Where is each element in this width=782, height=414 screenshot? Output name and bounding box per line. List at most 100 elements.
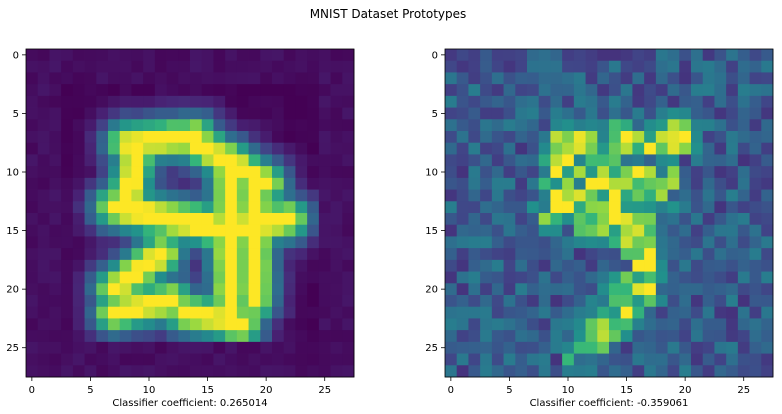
heatmap-cell-right: [480, 107, 493, 120]
heatmap-cell-right: [714, 142, 727, 155]
heatmap-cell-left: [190, 131, 203, 144]
heatmap-cell-right: [562, 236, 575, 249]
heatmap-cell-left: [330, 119, 343, 132]
heatmap-cell-left: [283, 84, 296, 97]
heatmap-cell-right: [468, 224, 481, 237]
heatmap-cell-left: [84, 248, 97, 261]
heatmap-cell-left: [272, 236, 285, 249]
heatmap-cell-left: [330, 271, 343, 284]
heatmap-cell-right: [468, 271, 481, 284]
heatmap-cell-left: [236, 353, 249, 366]
heatmap-cell-left: [225, 259, 238, 272]
heatmap-cell-right: [445, 49, 458, 62]
heatmap-cell-right: [538, 365, 551, 378]
heatmap-cell-left: [307, 341, 320, 354]
heatmap-cell-right: [644, 95, 657, 108]
heatmap-cell-left: [96, 95, 109, 108]
heatmap-cell-right: [585, 306, 598, 319]
heatmap-cell-left: [72, 353, 85, 366]
heatmap-cell-right: [538, 353, 551, 366]
heatmap-cell-right: [515, 295, 528, 308]
heatmap-cell-right: [480, 353, 493, 366]
heatmap-cell-left: [119, 201, 132, 214]
heatmap-cell-left: [307, 72, 320, 85]
heatmap-cell-left: [96, 60, 109, 73]
heatmap-cell-right: [644, 283, 657, 296]
heatmap-cell-right: [562, 330, 575, 343]
heatmap-cell-right: [527, 95, 540, 108]
heatmap-cell-right: [491, 142, 504, 155]
heatmap-cell-right: [538, 189, 551, 202]
heatmap-cell-right: [632, 201, 645, 214]
heatmap-cell-right: [737, 365, 750, 378]
heatmap-cell-right: [515, 107, 528, 120]
heatmap-cell-left: [108, 259, 121, 272]
heatmap-cell-right: [503, 236, 516, 249]
heatmap-cell-right: [749, 60, 762, 73]
heatmap-cell-left: [143, 60, 156, 73]
heatmap-cell-right: [515, 154, 528, 167]
heatmap-cell-left: [236, 177, 249, 190]
heatmap-cell-left: [61, 295, 74, 308]
heatmap-cell-right: [679, 72, 692, 85]
heatmap-cell-left: [272, 201, 285, 214]
heatmap-cell-left: [143, 142, 156, 155]
heatmap-cell-left: [307, 154, 320, 167]
heatmap-cell-left: [166, 271, 179, 284]
heatmap-cell-right: [667, 259, 680, 272]
heatmap-cell-left: [318, 154, 331, 167]
heatmap-cell-right: [609, 224, 622, 237]
heatmap-cell-right: [527, 142, 540, 155]
heatmap-cell-left: [225, 119, 238, 132]
heatmap-cell-left: [49, 201, 62, 214]
heatmap-cell-right: [702, 330, 715, 343]
heatmap-cell-left: [330, 283, 343, 296]
heatmap-cell-left: [213, 236, 226, 249]
heatmap-cell-left: [342, 142, 355, 155]
x-axis-ticks-right: 0 5 10 15 20 25: [448, 377, 750, 396]
heatmap-cell-right: [620, 177, 633, 190]
heatmap-cell-right: [468, 119, 481, 132]
heatmap-cell-right: [679, 84, 692, 97]
heatmap-cell-right: [527, 189, 540, 202]
heatmap-cell-left: [342, 271, 355, 284]
heatmap-cell-left: [342, 84, 355, 97]
heatmap-cell-left: [260, 142, 273, 155]
x-tick-label-left: 10: [143, 385, 156, 396]
heatmap-cell-right: [726, 318, 739, 331]
heatmap-cell-left: [119, 353, 132, 366]
heatmap-cell-right: [550, 213, 563, 226]
heatmap-cell-right: [761, 60, 774, 73]
heatmap-cell-left: [166, 201, 179, 214]
heatmap-cell-right: [679, 131, 692, 144]
heatmap-cell-right: [491, 271, 504, 284]
heatmap-cell-left: [37, 318, 50, 331]
heatmap-cell-left: [318, 84, 331, 97]
heatmap-cell-right: [597, 283, 610, 296]
heatmap-cell-right: [632, 166, 645, 179]
heatmap-cell-right: [456, 189, 469, 202]
heatmap-cell-left: [190, 283, 203, 296]
heatmap-cell-right: [456, 341, 469, 354]
heatmap-cell-left: [37, 341, 50, 354]
heatmap-cell-right: [667, 177, 680, 190]
heatmap-cell-right: [585, 248, 598, 261]
heatmap-cell-left: [260, 283, 273, 296]
heatmap-cell-right: [445, 224, 458, 237]
heatmap-cells-left: [26, 49, 355, 378]
heatmap-cell-left: [236, 283, 249, 296]
heatmap-cell-right: [445, 306, 458, 319]
heatmap-cell-left: [190, 49, 203, 62]
heatmap-cell-left: [131, 248, 144, 261]
heatmap-cell-left: [143, 283, 156, 296]
heatmap-cell-right: [737, 72, 750, 85]
heatmap-cell-left: [178, 142, 191, 155]
heatmap-cell-right: [445, 189, 458, 202]
heatmap-cell-left: [26, 224, 39, 237]
heatmap-cell-right: [632, 365, 645, 378]
heatmap-cell-left: [143, 49, 156, 62]
heatmap-cell-left: [119, 72, 132, 85]
heatmap-cell-left: [318, 131, 331, 144]
heatmap-cell-left: [213, 365, 226, 378]
